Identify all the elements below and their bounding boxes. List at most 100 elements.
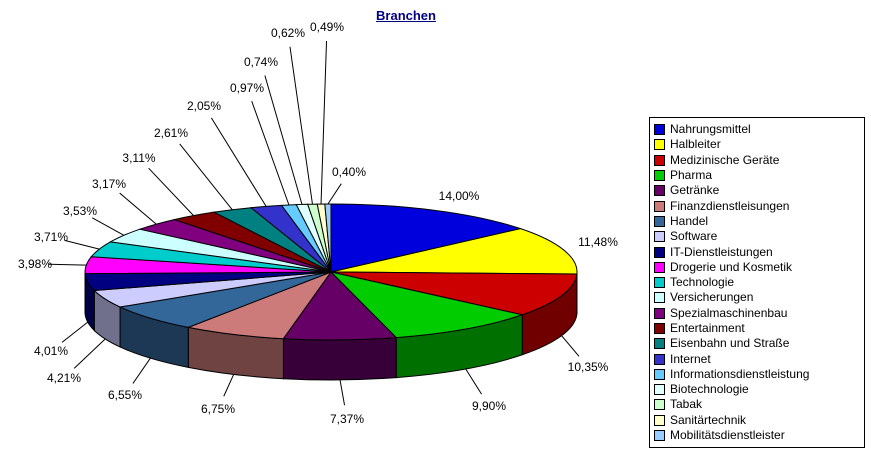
pie-label-leader	[64, 239, 100, 250]
legend-item-label: Versicherungen	[670, 290, 754, 305]
legend-item: Informationsdienstleistung	[654, 367, 862, 382]
legend-item-label: Biotechnologie	[670, 382, 749, 397]
pie-label: 3,98%	[18, 257, 52, 271]
legend-item: Medizinische Geräte	[654, 153, 862, 168]
pie-label-leader	[289, 46, 313, 205]
pie-label-leader	[264, 75, 303, 205]
legend-item: Entertainment	[654, 321, 862, 336]
legend-item: Nahrungsmittel	[654, 122, 862, 137]
legend-item-label: Drogerie und Kosmetik	[670, 259, 793, 274]
pie-label: 0,74%	[244, 55, 278, 69]
legend-swatch	[654, 246, 665, 258]
legend-item: Eisenbahn und Straße	[654, 336, 862, 351]
pie-label-leader	[251, 101, 290, 206]
pie-label: 3,71%	[34, 230, 68, 244]
legend-swatch	[654, 231, 665, 243]
legend-item-label: Sanitärtechnik	[670, 412, 747, 427]
pie-label-leader	[179, 143, 233, 211]
legend-swatch	[654, 261, 665, 273]
pie-label: 4,21%	[47, 371, 81, 385]
pie-label-leader	[48, 263, 87, 266]
legend-item-label: Medizinische Geräte	[670, 152, 780, 167]
legend-item: Handel	[654, 214, 862, 229]
legend-item: Pharma	[654, 168, 862, 183]
legend-swatch	[654, 124, 665, 136]
legend-swatch	[654, 139, 665, 151]
legend-item: Technologie	[654, 275, 862, 290]
legend-swatch	[654, 399, 665, 411]
legend-swatch	[654, 384, 665, 396]
legend-swatch	[654, 170, 665, 182]
legend-swatch	[654, 277, 665, 289]
pie-label-leader	[132, 357, 151, 384]
pie-slice-side	[282, 337, 397, 381]
pie-label-leader	[465, 368, 482, 395]
legend: Nahrungsmittel Halbleiter Medizinische Ger…	[649, 117, 865, 449]
pie-slice	[330, 271, 578, 316]
pie-label-leader	[148, 167, 194, 216]
legend-swatch	[654, 430, 665, 442]
pie-slice	[330, 228, 578, 275]
legend-item: Tabak	[654, 397, 862, 412]
legend-item-label: Halbleiter	[670, 137, 721, 152]
pie-label: 0,97%	[230, 81, 264, 95]
pie-label-leader	[119, 192, 157, 225]
legend-item-label: Internet	[670, 351, 711, 366]
pie-label: 0,49%	[310, 20, 344, 34]
legend-item-label: Mobilitätsdienstleister	[670, 428, 785, 443]
chart-title: Branchen	[376, 8, 436, 23]
pie-label-leader	[92, 217, 125, 236]
legend-swatch	[654, 154, 665, 166]
pie-label-leader	[320, 40, 328, 205]
legend-item-label: Entertainment	[670, 321, 745, 335]
pie-label: 10,35%	[568, 360, 609, 374]
legend-item-label: Getränke	[670, 183, 720, 198]
legend-swatch	[654, 307, 665, 319]
pie-label: 4,01%	[34, 344, 68, 358]
legend-item-label: Informationsdienstleistung	[670, 366, 810, 381]
legend-item-label: IT-Dienstleistungen	[670, 244, 773, 259]
pie-slice	[282, 271, 398, 341]
pie-label-leader	[327, 183, 342, 205]
legend-swatch	[654, 368, 665, 380]
pie-label-leader	[73, 338, 106, 369]
legend-swatch	[654, 414, 665, 426]
legend-item: Internet	[654, 351, 862, 366]
pie-label: 14,00%	[439, 189, 480, 203]
legend-item: Spezialmaschinenbau	[654, 306, 862, 321]
legend-item: Mobilitätsdienstleister	[654, 428, 862, 443]
legend-swatch	[654, 338, 665, 350]
pie-label: 2,05%	[187, 99, 221, 113]
legend-item: Versicherungen	[654, 290, 862, 305]
legend-item: IT-Dienstleistungen	[654, 244, 862, 259]
pie-label: 6,55%	[108, 388, 142, 402]
legend-item: Finanzdienstleisungen	[654, 198, 862, 213]
legend-item-label: Eisenbahn und Straße	[670, 336, 790, 351]
legend-item: Software	[654, 229, 862, 244]
legend-item: Drogerie und Kosmetik	[654, 260, 862, 275]
pie-label: 0,62%	[271, 26, 305, 40]
pie-label: 3,53%	[63, 204, 97, 218]
legend-swatch	[654, 215, 665, 227]
legend-item-label: Finanzdienstleisungen	[670, 198, 790, 213]
pie-label: 3,11%	[122, 151, 155, 165]
legend-item: Biotechnologie	[654, 382, 862, 397]
pie-label-leader	[210, 117, 267, 207]
legend-item-label: Software	[670, 229, 718, 244]
legend-item-label: Handel	[670, 213, 709, 228]
legend-item-label: Nahrungsmittel	[670, 122, 751, 137]
pie-slice	[330, 203, 523, 273]
legend-swatch	[654, 200, 665, 212]
legend-swatch	[654, 185, 665, 197]
legend-swatch	[654, 292, 665, 304]
legend-item: Sanitärtechnik	[654, 413, 862, 428]
legend-swatch	[654, 353, 665, 365]
pie-label: 9,90%	[472, 399, 506, 413]
pie-label: 2,61%	[154, 126, 188, 140]
pie-slice	[329, 271, 525, 339]
legend-item-label: Spezialmaschinenbau	[670, 305, 788, 320]
legend-item-label: Pharma	[670, 168, 713, 183]
pie-label-leader	[339, 379, 346, 406]
